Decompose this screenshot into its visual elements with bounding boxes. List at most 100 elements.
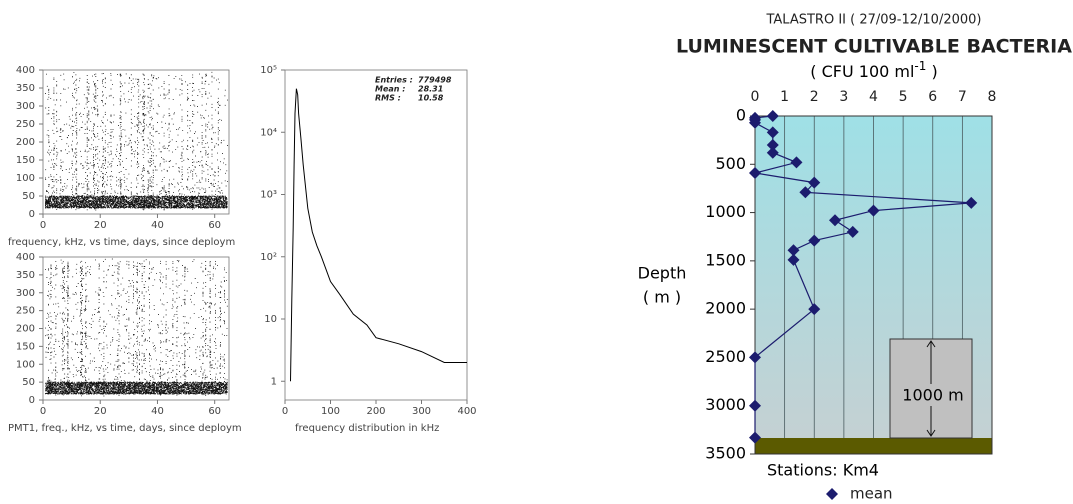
- y-tick-label: 0: [736, 106, 746, 125]
- x-axis-label: PMT1, freq., kHz, vs time, days, since d…: [8, 423, 242, 434]
- legend-label: mean: [850, 485, 893, 503]
- x-tick-label: 0: [751, 89, 760, 105]
- y-tick-label: 50: [22, 377, 35, 388]
- y-tick-label: 150: [16, 341, 35, 352]
- stat-value: 28.31: [418, 85, 443, 94]
- x-tick-label: 200: [366, 406, 385, 417]
- y-tick-label: 1: [271, 376, 277, 387]
- data-point: [787, 253, 800, 266]
- x-tick-label: 60: [208, 406, 221, 417]
- x-tick-label: 6: [928, 89, 937, 105]
- x-axis-label: frequency, kHz, vs time, days, since dep…: [8, 237, 235, 248]
- y-tick-label: 400: [16, 252, 35, 263]
- x-tick-label: 60: [208, 220, 221, 231]
- data-point: [766, 138, 779, 151]
- y-tick-label: 2500: [705, 347, 746, 366]
- legend-marker: [826, 488, 838, 500]
- y-tick-label: 100: [16, 359, 35, 370]
- data-point: [808, 234, 821, 247]
- annotation: 1000 m: [902, 386, 963, 405]
- chart-subtitle: ( CFU 100 ml-1 ): [810, 59, 937, 81]
- x-tick-label: 0: [282, 406, 288, 417]
- y-tick-label: 0: [29, 395, 35, 406]
- y-tick-label: 1000: [705, 202, 746, 221]
- y-tick-label: 350: [16, 270, 35, 281]
- y-tick-label: 300: [16, 288, 35, 299]
- scale-label-bg: [900, 384, 966, 406]
- supertitle: TALASTRO II ( 27/09-12/10/2000): [765, 13, 981, 28]
- stat-label: RMS :: [375, 94, 401, 103]
- stat-label: Entries :: [375, 76, 413, 85]
- x-tick-label: 300: [412, 406, 431, 417]
- data-point: [749, 399, 761, 412]
- x-axis-label: Stations: Km4: [767, 461, 879, 480]
- stat-value: 10.58: [418, 94, 444, 103]
- subtitle-part: ): [926, 62, 937, 81]
- x-tick-label: 8: [988, 89, 997, 105]
- x-tick-label: 100: [321, 406, 340, 417]
- x-tick-label: 20: [94, 406, 107, 417]
- data-point: [808, 303, 821, 316]
- scatter-texture: [45, 258, 228, 397]
- profile-line: [754, 115, 972, 438]
- data-point: [790, 156, 803, 169]
- data-point: [766, 146, 779, 159]
- data-point: [749, 116, 761, 129]
- x-tick-label: 0: [40, 406, 46, 417]
- y-tick-label: 150: [16, 155, 35, 166]
- subtitle-part: -1: [914, 59, 926, 73]
- plot-frame: [42, 69, 230, 215]
- data-point: [787, 244, 800, 257]
- histogram-line: [290, 88, 467, 382]
- y-axis-label: Depth: [638, 264, 687, 283]
- y-tick-label: 200: [16, 324, 35, 335]
- plot-frame: [754, 115, 993, 455]
- x-tick-label: 40: [151, 220, 164, 231]
- y-tick-label: 10³: [260, 190, 277, 201]
- y-axis-label: ( m ): [643, 288, 681, 307]
- y-tick-label: 10²: [260, 252, 277, 263]
- x-tick-label: 40: [151, 406, 164, 417]
- x-tick-label: 7: [958, 89, 967, 105]
- seafloor: [755, 438, 992, 454]
- stat-label: Mean :: [375, 85, 405, 94]
- y-tick-label: 250: [16, 119, 35, 130]
- y-tick-label: 250: [16, 306, 35, 317]
- plot-frame: [284, 69, 468, 401]
- y-tick-label: 500: [715, 154, 746, 173]
- scatter-texture: [45, 71, 228, 211]
- subtitle-part: ( CFU 100 ml: [810, 62, 914, 81]
- y-tick-label: 10⁴: [260, 127, 277, 138]
- x-tick-label: 2: [810, 89, 819, 105]
- data-point: [799, 186, 812, 199]
- data-point: [965, 196, 978, 209]
- y-tick-label: 1500: [705, 250, 746, 269]
- y-tick-label: 3000: [705, 395, 746, 414]
- x-axis-label: frequency distribution in kHz: [295, 423, 439, 434]
- data-point: [749, 351, 761, 364]
- data-point: [766, 110, 779, 122]
- data-point: [867, 204, 880, 217]
- x-tick-label: 4: [869, 89, 878, 105]
- x-tick-label: 400: [457, 406, 476, 417]
- y-tick-label: 3500: [705, 444, 746, 463]
- y-tick-label: 300: [16, 101, 35, 112]
- y-tick-label: 0: [29, 209, 35, 220]
- x-tick-label: 20: [94, 220, 107, 231]
- x-tick-label: 0: [40, 220, 46, 231]
- y-tick-label: 10: [264, 314, 277, 325]
- data-point: [749, 166, 761, 179]
- y-tick-label: 10⁵: [260, 65, 277, 76]
- plot-frame: [42, 256, 230, 401]
- y-tick-label: 200: [16, 137, 35, 148]
- x-tick-label: 3: [839, 89, 848, 105]
- data-point: [828, 214, 841, 227]
- y-tick-label: 2000: [705, 299, 746, 318]
- y-tick-label: 350: [16, 83, 35, 94]
- chart-title: LUMINESCENT CULTIVABLE BACTERIA: [676, 36, 1072, 58]
- y-tick-label: 50: [22, 191, 35, 202]
- x-tick-label: 5: [899, 89, 908, 105]
- y-tick-label: 100: [16, 173, 35, 184]
- data-point: [846, 225, 859, 238]
